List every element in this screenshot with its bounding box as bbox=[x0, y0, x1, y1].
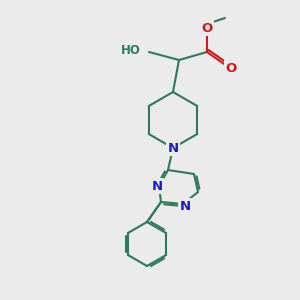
Text: N: N bbox=[167, 142, 178, 154]
Text: N: N bbox=[179, 200, 191, 212]
Text: HO: HO bbox=[121, 44, 141, 56]
Text: O: O bbox=[225, 61, 237, 74]
Text: N: N bbox=[152, 179, 163, 193]
Text: O: O bbox=[201, 22, 213, 34]
